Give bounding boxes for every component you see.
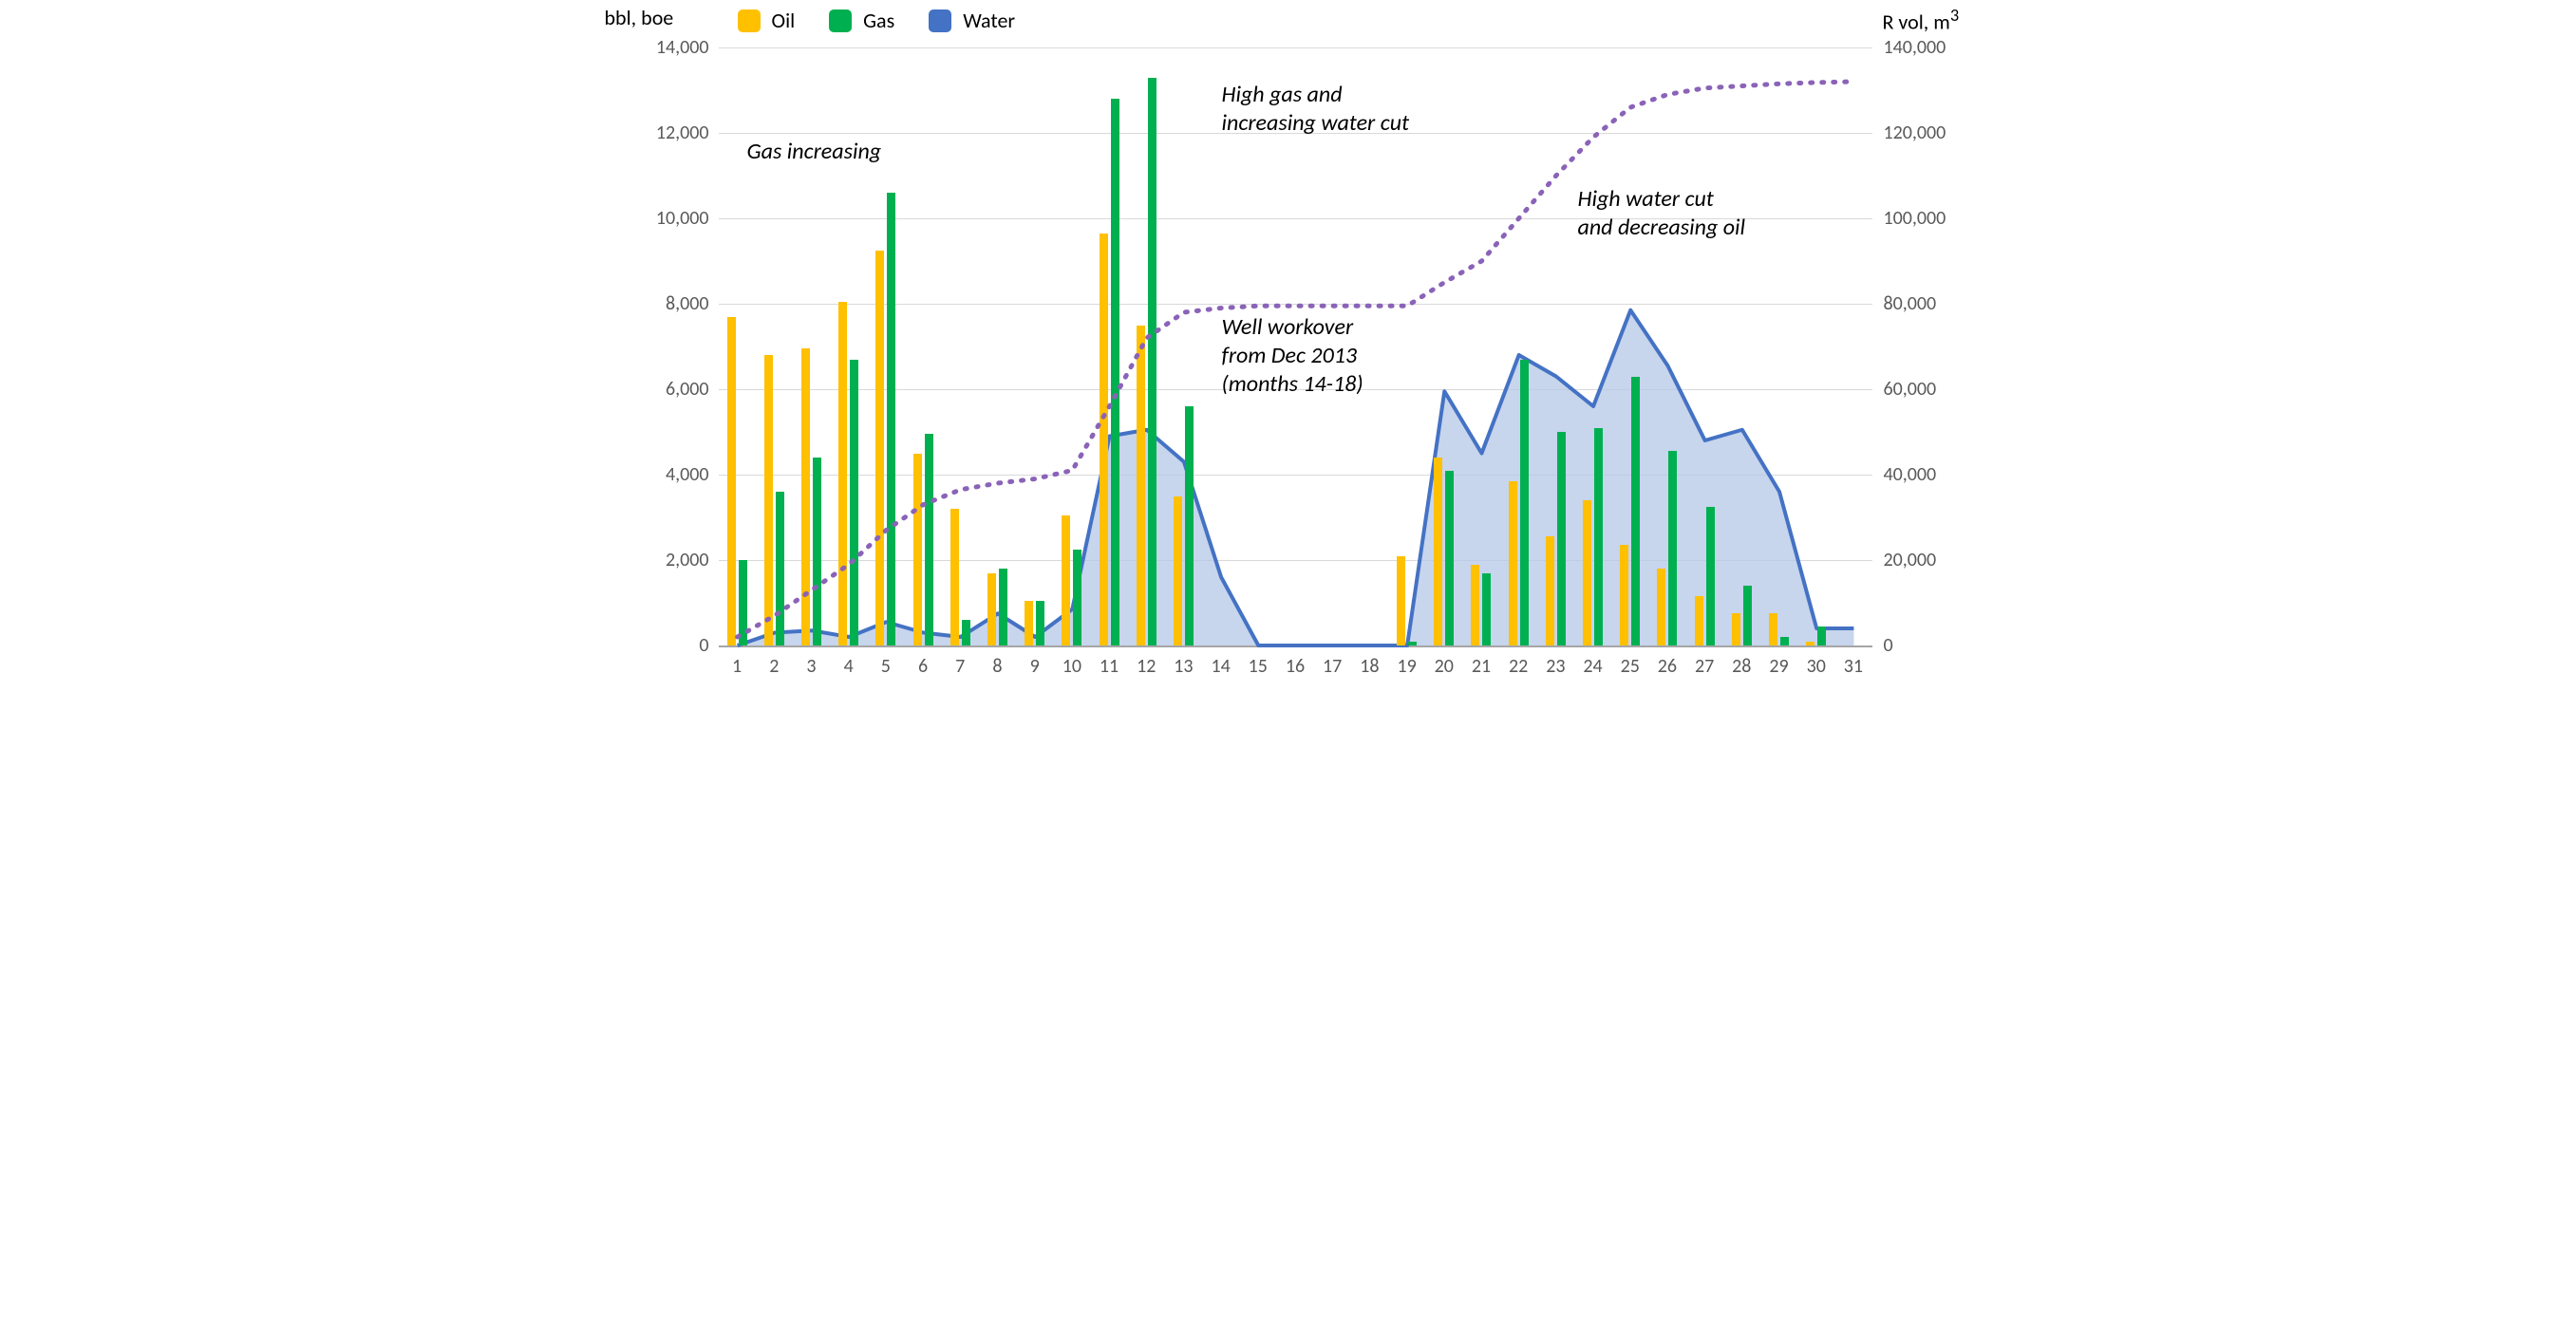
bar — [1695, 596, 1703, 645]
annotation: Gas increasing — [747, 138, 882, 166]
bar — [1631, 377, 1640, 646]
bar — [1557, 432, 1566, 645]
bar — [1769, 613, 1777, 645]
bar — [1036, 601, 1044, 645]
bar — [1817, 627, 1826, 645]
bar — [1657, 569, 1665, 645]
bar — [1509, 481, 1517, 645]
bar — [1594, 428, 1603, 646]
bar — [1397, 556, 1405, 646]
bar — [1062, 515, 1070, 645]
bar — [1520, 360, 1529, 646]
bar — [1620, 545, 1628, 645]
bar — [1185, 406, 1194, 645]
bar — [1546, 536, 1554, 645]
bar — [913, 454, 922, 646]
production-chart: bbl, boe R vol, m3 OilGasWater 02,0004,0… — [595, 0, 1982, 721]
bar — [1806, 642, 1814, 646]
bar — [813, 458, 821, 645]
bar — [1025, 601, 1033, 645]
bar — [776, 492, 784, 645]
bar — [1073, 550, 1081, 645]
bar — [1434, 458, 1442, 645]
bar — [1100, 234, 1108, 645]
bar — [764, 355, 773, 645]
annotation: Well workoverfrom Dec 2013(months 14-18) — [1222, 313, 1363, 399]
bar — [999, 569, 1007, 645]
bar — [962, 620, 970, 645]
bar — [1408, 642, 1417, 646]
bar — [1137, 326, 1145, 646]
bar — [887, 193, 895, 645]
bar — [1732, 613, 1740, 645]
bar — [727, 317, 736, 646]
bar — [1174, 496, 1182, 646]
bar — [925, 434, 933, 645]
bar — [739, 560, 747, 645]
bar — [1482, 573, 1491, 646]
bar — [1706, 507, 1715, 645]
bar — [1148, 78, 1156, 646]
bar — [1445, 471, 1454, 646]
bar — [950, 509, 959, 645]
bar — [801, 348, 810, 645]
bar — [1780, 637, 1789, 645]
bar — [875, 251, 884, 645]
bar — [850, 360, 858, 646]
annotation: High water cutand decreasing oil — [1578, 185, 1746, 242]
annotation: High gas andincreasing water cut — [1222, 81, 1410, 138]
bar — [838, 302, 847, 645]
bar — [1583, 500, 1591, 645]
bar — [1743, 586, 1752, 645]
bar — [1668, 451, 1677, 645]
bar — [1111, 99, 1119, 645]
bar — [987, 573, 996, 646]
bar — [1471, 565, 1479, 646]
